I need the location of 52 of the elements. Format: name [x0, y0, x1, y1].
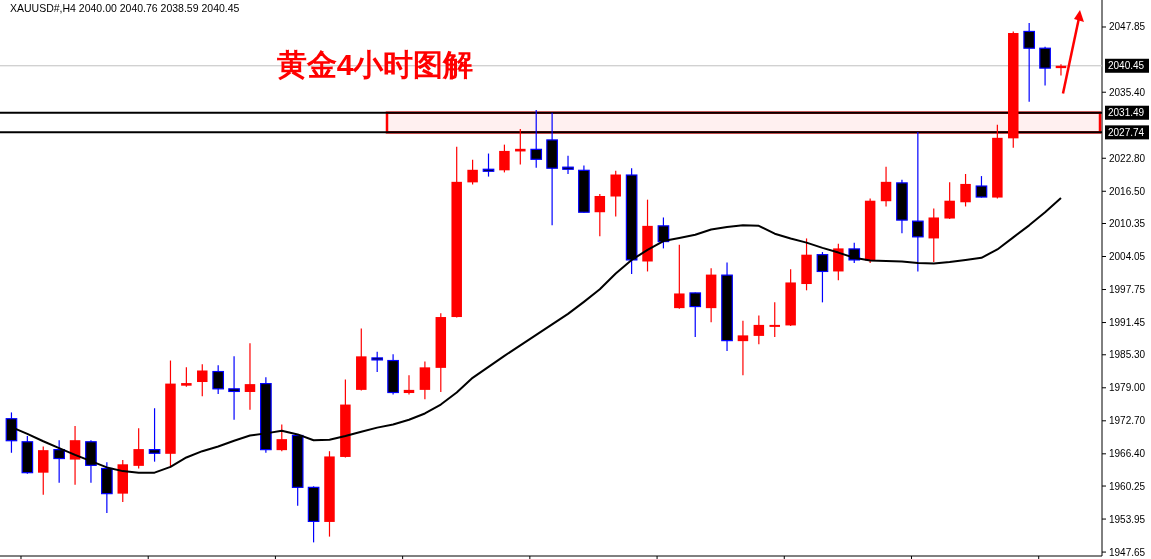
y-tick-label: 1966.40: [1109, 448, 1146, 460]
candlestick: [753, 314, 765, 345]
y-tick-label: 1953.95: [1109, 513, 1146, 525]
candlestick: [276, 423, 288, 452]
candlestick: [38, 445, 49, 496]
candlestick: [499, 144, 510, 174]
candlestick: [482, 152, 495, 178]
candlestick: [674, 244, 685, 310]
candlestick: [928, 207, 940, 263]
candlestick: [419, 360, 431, 400]
candlestick: [228, 355, 240, 421]
candlestick: [689, 291, 702, 338]
candlestick: [562, 155, 574, 175]
candlestick: [1039, 46, 1051, 87]
y-tick-label: 1960.25: [1109, 480, 1146, 492]
candlestick: [975, 175, 988, 199]
candlestick: [197, 363, 208, 397]
chart-subtitle: XAUUSD#,H4 2040.00 2040.76 2038.59 2040.45: [10, 2, 240, 14]
candlestick: [403, 374, 415, 396]
candlestick: [467, 159, 478, 186]
y-tick-label: 2047.85: [1109, 21, 1146, 33]
candlestick: [880, 166, 892, 208]
y-tick-label: 1972.70: [1109, 415, 1146, 427]
candlestick: [371, 351, 384, 373]
candlestick: [1023, 22, 1036, 103]
y-tick-label: 2035.40: [1109, 86, 1146, 98]
candlestick: [181, 366, 192, 388]
candlestick: [148, 407, 161, 463]
candlestick: [960, 173, 971, 208]
y-tick-label: 2010.35: [1109, 218, 1146, 229]
y-tick-label: 1979.00: [1109, 382, 1146, 394]
candlestick: [944, 181, 955, 220]
candlestick: [594, 193, 606, 237]
y-tick-label: 2004.05: [1109, 251, 1146, 263]
candlestick: [737, 320, 749, 376]
text: 黄金4小时图解: [276, 47, 474, 81]
y-tick-label: 1997.75: [1109, 284, 1146, 296]
ref-line-label: 2027.74: [1108, 126, 1145, 138]
candlestick: [244, 342, 256, 411]
candlestick: [833, 243, 844, 281]
ref-line-label: 2040.45: [1108, 60, 1145, 72]
y-tick-label: 1991.45: [1109, 317, 1146, 329]
y-tick-label: 2016.50: [1109, 185, 1146, 197]
candlestick: [769, 301, 780, 338]
y-tick-label: 1985.30: [1109, 349, 1146, 361]
y-tick-label: 1947.65: [1109, 546, 1146, 558]
candlestick: [610, 170, 621, 218]
y-tick-label: 2022.80: [1109, 152, 1146, 164]
candlestick: [816, 251, 829, 303]
candlestick: [133, 427, 144, 470]
ref-line-label: 2031.49: [1108, 107, 1145, 119]
candlestick: [212, 364, 225, 395]
